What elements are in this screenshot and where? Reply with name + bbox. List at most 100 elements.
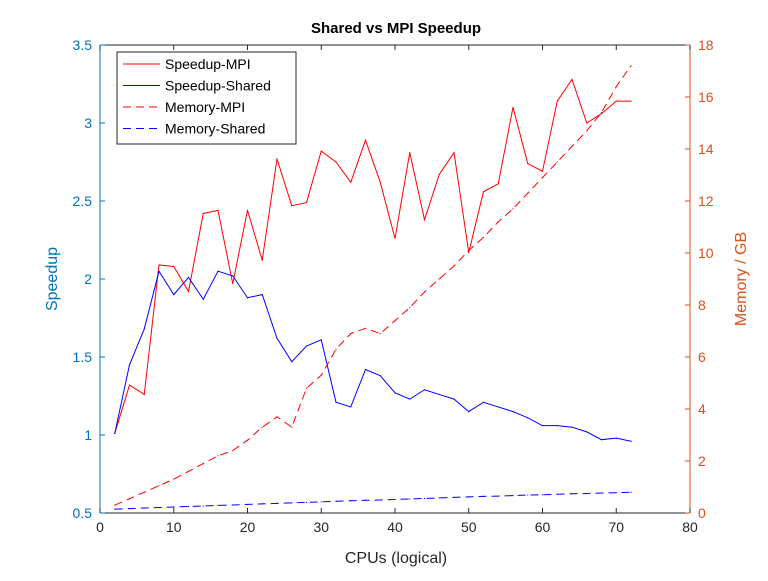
data-point (527, 494, 529, 496)
data-point (335, 401, 337, 403)
legend-label: Memory-MPI (165, 99, 245, 115)
y-right-tick-label: 2 (698, 453, 706, 469)
data-point (291, 502, 293, 504)
data-point (217, 504, 219, 507)
data-point (541, 494, 544, 496)
y-left-tick-label: 3 (84, 115, 92, 131)
data-point (261, 294, 263, 296)
y-left-tick-label: 0.5 (73, 505, 93, 521)
y-left-tick-label: 2.5 (73, 193, 93, 209)
y-right-tick-label: 6 (698, 349, 706, 365)
y-right-tick-label: 12 (698, 193, 714, 209)
data-point (423, 389, 426, 391)
data-point (350, 333, 352, 335)
data-point (630, 491, 632, 493)
data-point (158, 264, 160, 266)
data-point (114, 508, 116, 510)
data-point (600, 112, 603, 114)
data-point (114, 504, 116, 506)
y-left-tick-label: 1 (84, 427, 92, 443)
data-point (630, 100, 632, 102)
data-point (335, 500, 337, 502)
data-point (128, 384, 131, 386)
data-point (438, 278, 440, 280)
data-point (571, 493, 573, 495)
data-point (497, 406, 499, 408)
x-tick-label: 80 (682, 519, 698, 535)
data-point (468, 251, 470, 254)
data-point (615, 100, 617, 102)
data-point (512, 208, 514, 210)
y-left-tick-label: 3.5 (73, 37, 93, 53)
y-right-tick-label: 0 (698, 505, 706, 521)
data-point (320, 339, 322, 341)
data-point (423, 219, 426, 221)
data-point (276, 502, 278, 504)
x-tick-label: 30 (313, 519, 329, 535)
data-point (291, 205, 293, 207)
data-point (586, 130, 588, 132)
y-right-tick-label: 16 (698, 89, 714, 105)
data-point (128, 507, 131, 510)
data-point (615, 437, 617, 439)
y-right-tick-label: 8 (698, 297, 706, 313)
data-point (423, 291, 426, 293)
data-point (143, 491, 145, 493)
data-point (468, 249, 470, 251)
data-point (246, 209, 249, 211)
data-point (379, 333, 381, 335)
data-point (364, 327, 367, 329)
data-point (187, 470, 190, 472)
y-left-tick-label: 2 (84, 271, 92, 287)
data-point (497, 183, 499, 185)
data-point (246, 297, 249, 299)
y-right-tick-label: 10 (698, 245, 714, 261)
data-point (468, 496, 470, 498)
data-point (379, 181, 381, 183)
data-point (187, 290, 190, 293)
data-point (217, 270, 219, 272)
data-point (423, 497, 426, 500)
data-point (571, 426, 573, 428)
data-point (571, 78, 573, 80)
x-tick-label: 10 (166, 519, 182, 535)
y-right-tick-label: 4 (698, 401, 706, 417)
data-point (615, 492, 617, 494)
data-point (615, 86, 617, 88)
data-point (114, 432, 116, 435)
data-point (527, 192, 529, 194)
data-point (276, 416, 278, 418)
data-point (556, 161, 558, 163)
data-point (600, 439, 603, 441)
data-point (482, 236, 485, 238)
data-point (232, 504, 234, 506)
data-point (586, 122, 588, 124)
legend-label: Speedup-Shared (165, 78, 271, 94)
x-tick-label: 50 (461, 519, 477, 535)
legend-label: Speedup-MPI (165, 56, 251, 72)
x-tick-label: 0 (96, 519, 104, 535)
data-point (246, 439, 249, 441)
data-point (453, 265, 455, 267)
data-point (630, 440, 632, 442)
data-point (468, 411, 470, 413)
data-point (379, 375, 381, 377)
data-point (438, 497, 440, 499)
data-point (409, 152, 411, 154)
data-point (320, 374, 322, 376)
data-point (438, 173, 440, 176)
data-point (541, 177, 544, 179)
data-point (305, 345, 308, 347)
chart-title: Shared vs MPI Speedup (311, 20, 481, 37)
data-point (453, 152, 455, 154)
data-point (173, 478, 175, 480)
data-point (379, 499, 381, 501)
data-point (482, 191, 485, 193)
data-point (497, 495, 499, 497)
data-point (512, 411, 514, 413)
data-point (158, 270, 160, 272)
data-point (556, 493, 558, 495)
x-axis-label: CPUs (logical) (345, 550, 447, 567)
data-point (527, 417, 529, 419)
data-point (261, 259, 263, 261)
